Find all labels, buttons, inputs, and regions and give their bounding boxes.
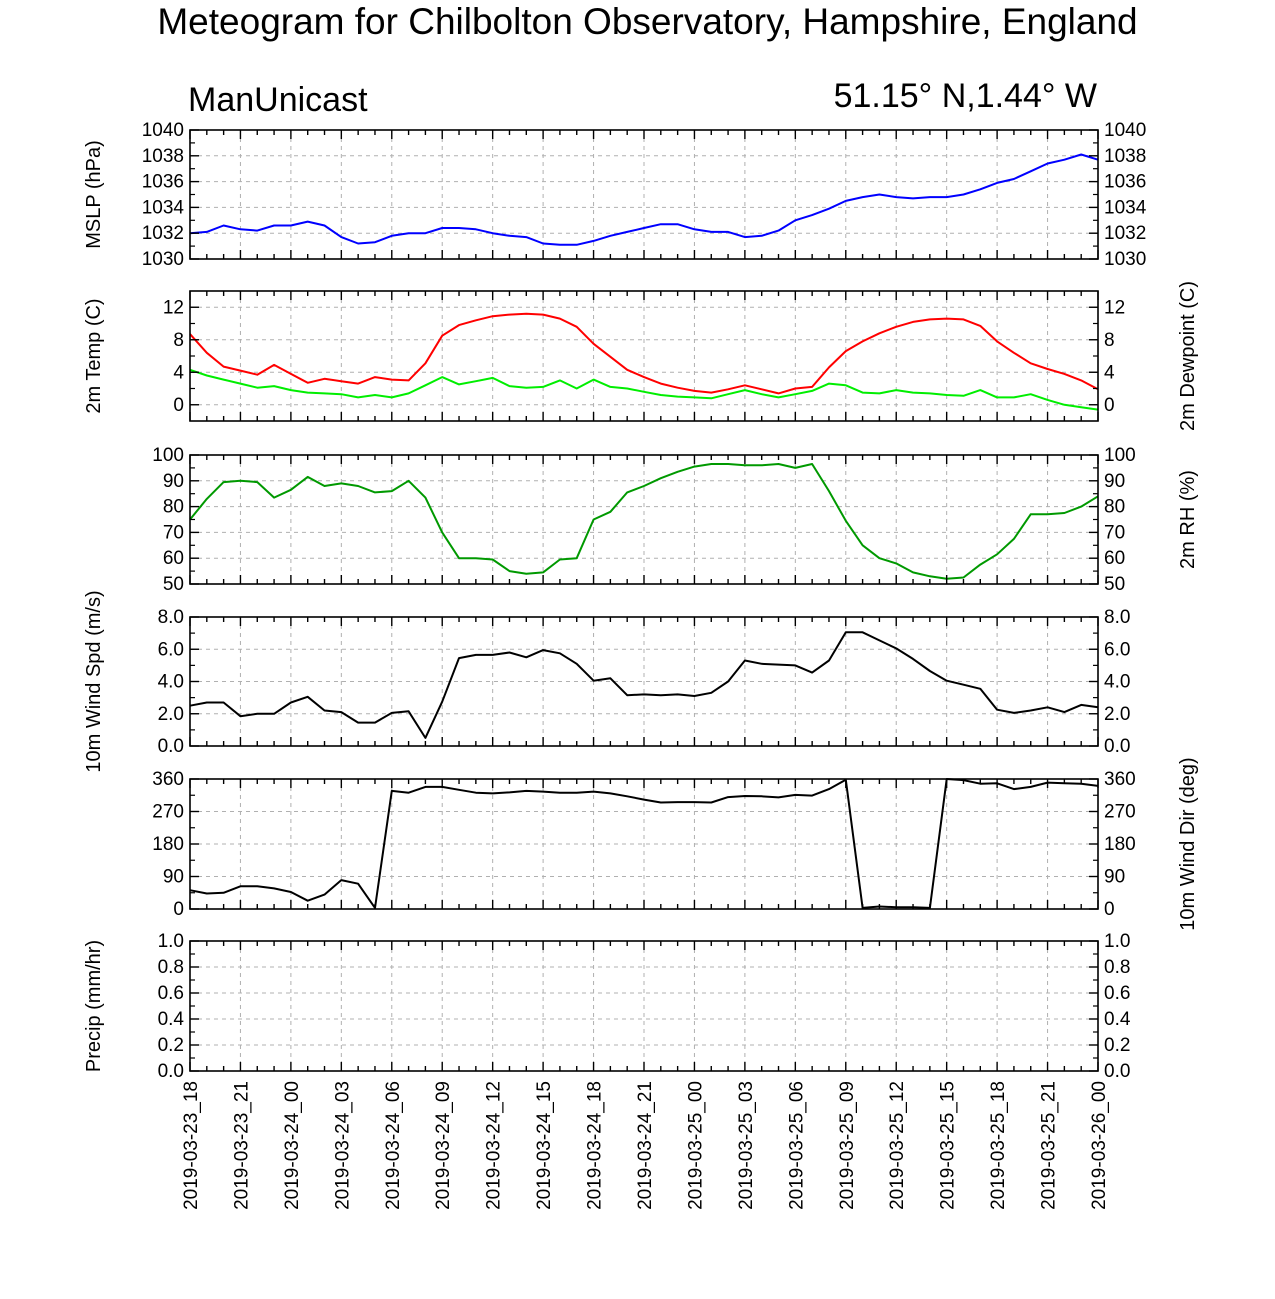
y-tick-label-left: 90 xyxy=(163,867,184,888)
y-tick-label-left: 4.0 xyxy=(158,672,184,693)
x-tick-label: 2019-03-25_09 xyxy=(837,1081,858,1210)
x-tick-label: 2019-03-25_15 xyxy=(938,1081,959,1210)
x-tick-label: 2019-03-23_18 xyxy=(181,1081,202,1210)
y-tick-label-left: 0.0 xyxy=(158,1061,184,1082)
x-tick-label: 2019-03-24_03 xyxy=(332,1081,353,1210)
x-tick-label: 2019-03-24_00 xyxy=(282,1081,303,1210)
y-tick-label-right: 2.0 xyxy=(1104,704,1130,725)
y-tick-label-right: 80 xyxy=(1104,497,1125,518)
y-tick-label-right: 0 xyxy=(1104,899,1115,920)
y-tick-label-left: 2.0 xyxy=(158,704,184,725)
y-tick-label-left: 100 xyxy=(152,445,184,466)
y-tick-label-right: 0.0 xyxy=(1104,736,1130,757)
x-tick-label: 2019-03-26_00 xyxy=(1089,1081,1110,1210)
y-tick-label-left: 1040 xyxy=(142,120,184,141)
x-tick-label: 2019-03-25_18 xyxy=(988,1081,1009,1210)
y-tick-label-right: 90 xyxy=(1104,471,1125,492)
y-tick-label-right: 1038 xyxy=(1104,146,1146,167)
y-tick-label-right: 0.6 xyxy=(1104,983,1130,1004)
y-tick-label-right: 1032 xyxy=(1104,223,1146,244)
y-tick-label-left: 0.4 xyxy=(158,1009,185,1030)
x-tick-label: 2019-03-25_00 xyxy=(685,1081,706,1210)
x-tick-label: 2019-03-25_06 xyxy=(786,1081,807,1210)
y-tick-label-right: 12 xyxy=(1104,297,1125,318)
location-label: 51.15° N,1.44° W xyxy=(833,77,1097,115)
y-tick-label-left: 0.2 xyxy=(158,1035,184,1056)
series-line-temp-1 xyxy=(189,368,1099,411)
y-axis-label-right-temp: 2m Dewpoint (C) xyxy=(1177,281,1199,431)
y-tick-label-right: 8 xyxy=(1104,330,1115,351)
y-axis-label-precip: Precip (mm/hr) xyxy=(83,940,105,1072)
y-tick-label-left: 180 xyxy=(152,834,184,855)
y-tick-label-right: 0.4 xyxy=(1104,1009,1131,1030)
y-tick-label-left: 8.0 xyxy=(158,607,184,628)
y-tick-label-left: 8 xyxy=(173,330,184,351)
y-tick-label-right: 270 xyxy=(1104,802,1136,823)
y-tick-label-left: 80 xyxy=(163,497,184,518)
y-tick-label-right: 50 xyxy=(1104,574,1125,595)
y-tick-label-left: 0 xyxy=(173,395,184,416)
x-tick-label: 2019-03-25_03 xyxy=(736,1081,757,1210)
x-tick-label: 2019-03-24_06 xyxy=(383,1081,404,1210)
x-tick-label: 2019-03-23_21 xyxy=(231,1081,252,1210)
y-tick-label-right: 0 xyxy=(1104,395,1115,416)
series-line-wspd-0 xyxy=(189,631,1099,739)
y-tick-label-right: 1034 xyxy=(1104,197,1147,218)
x-tick-label: 2019-03-24_09 xyxy=(433,1081,454,1210)
y-axis-label-mslp: MSLP (hPa) xyxy=(83,140,105,249)
y-tick-label-right: 100 xyxy=(1104,445,1136,466)
y-tick-label-right: 60 xyxy=(1104,548,1125,569)
chart-title: Meteogram for Chilbolton Observatory, Ha… xyxy=(157,1,1138,42)
y-tick-label-left: 1030 xyxy=(142,249,184,270)
y-tick-label-left: 4 xyxy=(173,362,184,383)
y-tick-label-left: 1034 xyxy=(142,197,185,218)
y-tick-label-right: 0.8 xyxy=(1104,957,1130,978)
y-tick-label-right: 4.0 xyxy=(1104,672,1130,693)
y-axis-label-right-rh: 2m RH (%) xyxy=(1177,470,1199,569)
y-tick-label-right: 1.0 xyxy=(1104,931,1130,952)
y-tick-label-left: 0.0 xyxy=(158,736,184,757)
y-tick-label-left: 0 xyxy=(173,899,184,920)
y-tick-label-right: 360 xyxy=(1104,769,1136,790)
y-tick-label-left: 90 xyxy=(163,471,184,492)
series-line-temp-0 xyxy=(189,312,1099,395)
model-label: ManUnicast xyxy=(188,81,368,119)
y-tick-label-left: 0.8 xyxy=(158,957,184,978)
y-tick-label-right: 180 xyxy=(1104,834,1136,855)
y-axis-label-wspd: 10m Wind Spd (m/s) xyxy=(83,590,105,772)
y-tick-label-left: 12 xyxy=(163,297,184,318)
x-tick-label: 2019-03-25_21 xyxy=(1039,1081,1060,1210)
y-axis-label-temp: 2m Temp (C) xyxy=(83,298,105,413)
y-tick-label-left: 0.6 xyxy=(158,983,184,1004)
y-tick-label-left: 270 xyxy=(152,802,184,823)
y-tick-label-left: 6.0 xyxy=(158,639,184,660)
y-tick-label-right: 1040 xyxy=(1104,120,1146,141)
y-tick-label-left: 360 xyxy=(152,769,184,790)
y-tick-label-left: 1038 xyxy=(142,146,184,167)
y-tick-label-left: 50 xyxy=(163,574,184,595)
y-tick-label-left: 60 xyxy=(163,548,184,569)
x-tick-label: 2019-03-25_12 xyxy=(887,1081,908,1210)
x-tick-label: 2019-03-24_18 xyxy=(585,1081,606,1210)
y-tick-label-right: 70 xyxy=(1104,522,1125,543)
x-tick-label: 2019-03-24_21 xyxy=(635,1081,656,1210)
y-tick-label-right: 90 xyxy=(1104,867,1125,888)
y-tick-label-left: 1.0 xyxy=(158,931,184,952)
y-tick-label-right: 4 xyxy=(1104,362,1115,383)
y-axis-label-right-wdir: 10m Wind Dir (deg) xyxy=(1177,757,1199,930)
x-tick-label: 2019-03-24_12 xyxy=(484,1081,505,1210)
y-tick-label-right: 0.2 xyxy=(1104,1035,1130,1056)
y-tick-label-right: 0.0 xyxy=(1104,1061,1130,1082)
y-tick-label-right: 1036 xyxy=(1104,172,1146,193)
y-tick-label-left: 1032 xyxy=(142,223,184,244)
y-tick-label-right: 6.0 xyxy=(1104,639,1130,660)
y-tick-label-right: 8.0 xyxy=(1104,607,1130,628)
series-line-mslp-0 xyxy=(189,153,1099,246)
y-tick-label-left: 70 xyxy=(163,522,184,543)
y-tick-label-right: 1030 xyxy=(1104,249,1146,270)
y-tick-label-left: 1036 xyxy=(142,172,184,193)
x-tick-label: 2019-03-24_15 xyxy=(534,1081,555,1210)
